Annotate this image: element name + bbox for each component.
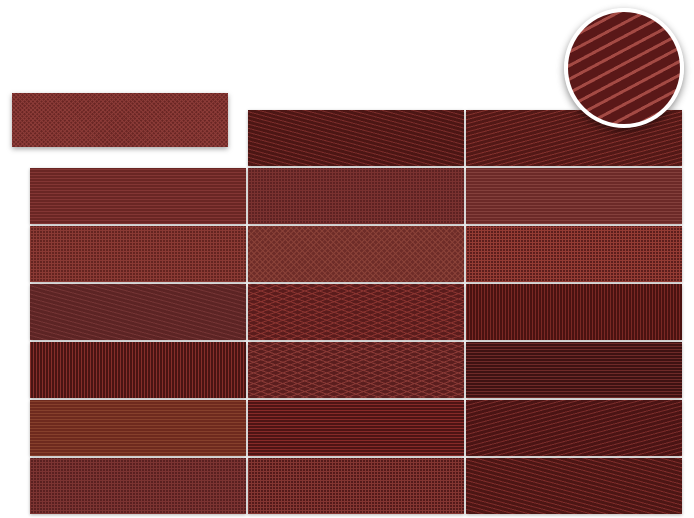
- pattern-tile-r1-c0: [30, 168, 246, 224]
- pattern-tile-r6-c1: [248, 458, 464, 514]
- pattern-tile-r0-c1: [248, 110, 464, 166]
- featured-pattern-swatch: [12, 93, 228, 147]
- pattern-tile-r4-c0: [30, 342, 246, 398]
- pattern-tile-r4-c2: [466, 342, 682, 398]
- magnifier-zoom-icon: [564, 8, 684, 128]
- pattern-tile-r3-c2: [466, 284, 682, 340]
- pattern-tile-r5-c2: [466, 400, 682, 456]
- pattern-tile-r2-c0: [30, 226, 246, 282]
- pattern-tile-r3-c1: [248, 284, 464, 340]
- pattern-tile-r5-c1: [248, 400, 464, 456]
- pattern-tile-r4-c1: [248, 342, 464, 398]
- pattern-tile-r1-c2: [466, 168, 682, 224]
- pattern-tile-r2-c2: [466, 226, 682, 282]
- pattern-tile-r2-c1: [248, 226, 464, 282]
- pattern-tile-r5-c0: [30, 400, 246, 456]
- pattern-tile-r1-c1: [248, 168, 464, 224]
- pattern-tile-grid: [30, 110, 686, 516]
- pattern-tile-r6-c2: [466, 458, 682, 514]
- pattern-tile-r3-c0: [30, 284, 246, 340]
- pattern-tile-r6-c0: [30, 458, 246, 514]
